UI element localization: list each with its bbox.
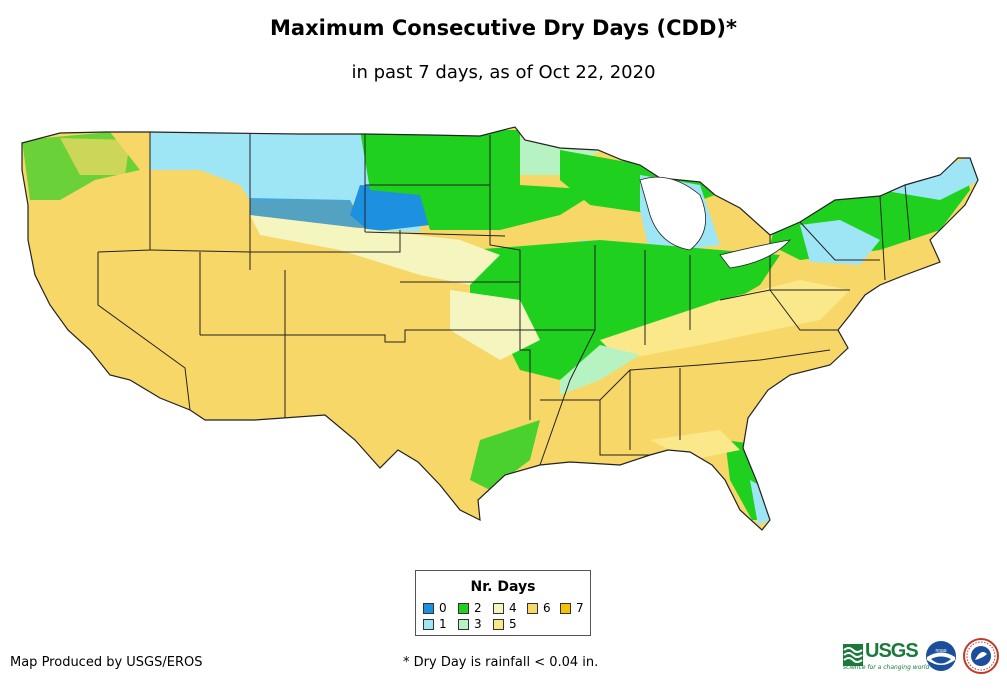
- legend-label: 2: [474, 601, 482, 615]
- border-southeast: [599, 289, 838, 456]
- legend: Nr. Days 0 1 2 3 4 5 6 7: [415, 570, 591, 636]
- legend-swatch: [493, 603, 504, 614]
- border-south: [540, 349, 831, 450]
- region-5-days-georgia: [650, 430, 740, 460]
- border-mountain: [149, 130, 401, 335]
- legend-swatch: [560, 603, 571, 614]
- legend-item: 2: [458, 602, 482, 615]
- legend-label: 7: [576, 601, 584, 615]
- lake-erie: [719, 239, 792, 269]
- usgs-tagline: science for a changing world: [843, 664, 930, 671]
- legend-swatch: [458, 619, 469, 630]
- dry-day-footnote: * Dry Day is rainfall < 0.04 in.: [403, 655, 599, 670]
- region-1-day-pennsylvania: [800, 220, 880, 265]
- nws-logo-icon: [963, 638, 999, 674]
- noaa-logo-icon: noaa: [926, 641, 956, 671]
- legend-label: 3: [474, 617, 482, 631]
- region-4-days-kansas: [450, 290, 540, 360]
- map-subtitle: in past 7 days, as of Oct 22, 2020: [351, 62, 656, 83]
- legend-item: 1: [423, 618, 447, 631]
- legend-item: 4: [493, 602, 517, 615]
- usgs-logo: USGS science for a changing world: [843, 640, 929, 674]
- legend-label: 5: [509, 617, 517, 631]
- border-plains: [364, 130, 520, 283]
- legend-label: 6: [543, 601, 551, 615]
- legend-swatch: [458, 603, 469, 614]
- region-3-days-tennessee: [560, 345, 640, 395]
- region-2-days-midwest-band: [470, 240, 780, 380]
- map-title: Maximum Consecutive Dry Days (CDD)*: [270, 16, 737, 40]
- region-4-days-plains: [250, 215, 500, 285]
- usgs-wordmark: USGS: [865, 640, 919, 662]
- region-6-days-cascades: [60, 138, 130, 175]
- state-borders: [97, 130, 911, 466]
- lake-michigan: [639, 176, 706, 251]
- legend-item: 5: [493, 618, 517, 631]
- legend-label: 0: [439, 601, 447, 615]
- usgs-wave-icon: [843, 644, 863, 666]
- legend-swatch: [527, 603, 538, 614]
- border-southwest: [200, 270, 520, 420]
- legend-label: 4: [509, 601, 517, 615]
- noaa-text: noaa: [935, 648, 946, 654]
- legend-swatch: [493, 619, 504, 630]
- region-1-day-north: [150, 130, 420, 232]
- region-5-days-appalachia: [600, 280, 850, 360]
- border-central: [489, 135, 595, 420]
- legend-item: 6: [527, 602, 551, 615]
- legend-item: 3: [458, 618, 482, 631]
- region-2-days-north: [360, 130, 600, 230]
- border-midwest: [539, 245, 691, 466]
- legend-item: 0: [423, 602, 447, 615]
- legend-item: 7: [560, 602, 584, 615]
- legend-label: 1: [439, 617, 447, 631]
- legend-swatch: [423, 619, 434, 630]
- region-0-days-dakotas: [350, 185, 430, 232]
- region-2-days-texas-coast: [470, 420, 540, 490]
- legend-swatch: [423, 603, 434, 614]
- map-credit: Map Produced by USGS/EROS: [10, 655, 203, 670]
- legend-title: Nr. Days: [470, 579, 536, 595]
